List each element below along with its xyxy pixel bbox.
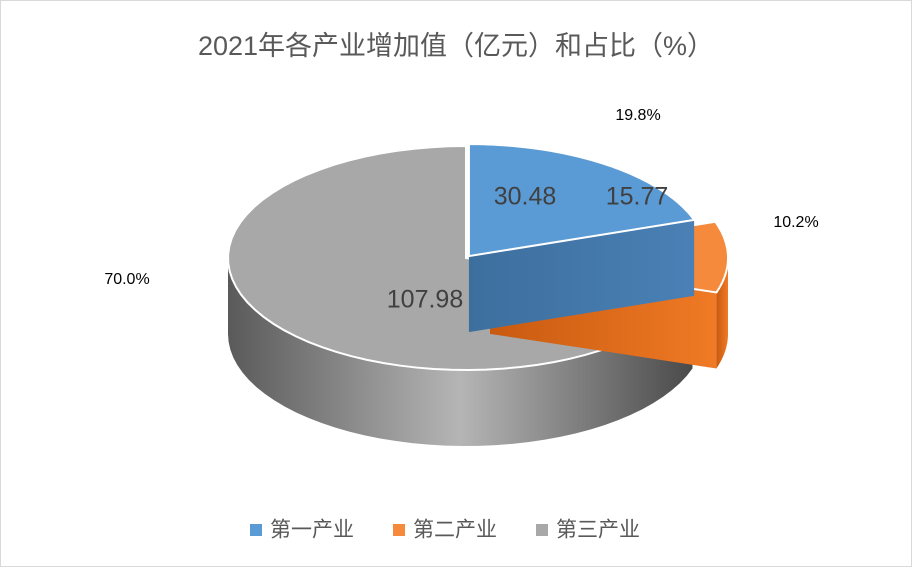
legend-swatch xyxy=(250,524,262,536)
legend-swatch xyxy=(536,524,548,536)
legend-label: 第二产业 xyxy=(413,519,497,542)
slice-side xyxy=(228,258,693,446)
value-label: 30.48 xyxy=(494,183,557,211)
slice xyxy=(467,143,696,258)
plot: 30.48 15.77 107.98 19.8% 10.2% 70.0% xyxy=(104,107,819,446)
chart-title: 2021年各产业增加值（亿元）和占比（%） xyxy=(198,31,714,61)
legend-label: 第一产业 xyxy=(270,519,354,542)
slice-side xyxy=(716,257,728,369)
percent-label: 19.8% xyxy=(615,107,660,124)
value-label: 15.77 xyxy=(606,183,669,211)
legend: 第一产业 第二产业 第三产业 xyxy=(250,519,640,542)
legend-swatch xyxy=(393,524,405,536)
percent-label: 10.2% xyxy=(773,214,818,231)
percent-label: 70.0% xyxy=(104,271,149,288)
value-label: 107.98 xyxy=(387,286,463,314)
legend-label: 第三产业 xyxy=(556,519,640,542)
